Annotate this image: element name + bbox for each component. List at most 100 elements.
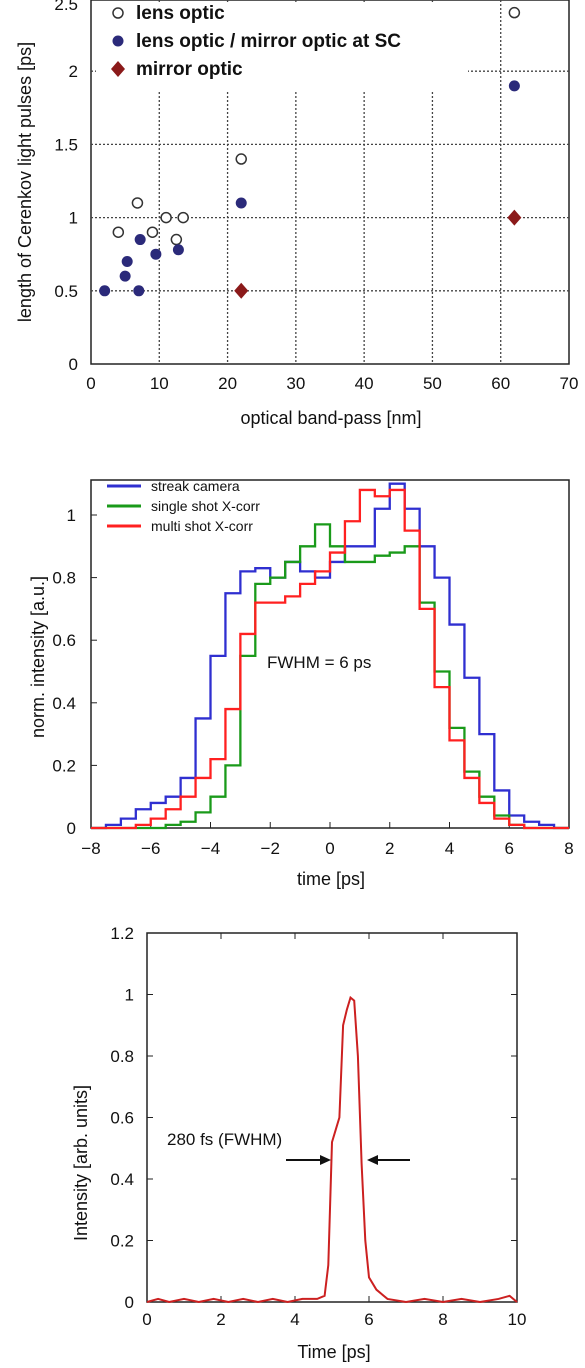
data-point-open-circle — [508, 6, 521, 19]
x-tick-label: 10 — [508, 1310, 527, 1329]
x-tick-label: 6 — [364, 1310, 373, 1329]
legend-label: lens optic / mirror optic at SC — [136, 31, 401, 52]
x-tick-label: 30 — [286, 374, 305, 393]
plot-frame — [90, 0, 570, 365]
x-axis-label: optical band-pass [nm] — [240, 408, 421, 428]
x-tick-label: 4 — [445, 839, 454, 858]
data-point-filled-circle — [508, 80, 520, 92]
legend-label: single shot X-corr — [151, 498, 260, 514]
y-tick-label: 1.5 — [54, 135, 78, 154]
fwhm-arrows — [286, 1155, 410, 1165]
x-tick-label: 50 — [423, 374, 442, 393]
data-point-open-circle — [146, 226, 159, 238]
legend-label: streak camera — [151, 478, 240, 494]
arrow-right-head — [367, 1155, 378, 1165]
series-line — [91, 482, 569, 830]
x-tick-label: 10 — [150, 374, 169, 393]
x-tick-label: 60 — [491, 374, 510, 393]
y-tick-label: 0.5 — [54, 282, 78, 301]
data-point-open-circle — [177, 211, 189, 224]
x-axis-label: time [ps] — [297, 869, 365, 889]
data-point-open-circle — [131, 197, 144, 209]
y-tick-label: 0.2 — [52, 756, 76, 775]
data-point-filled-circle — [133, 285, 145, 297]
y-tick-label: 2.5 — [54, 0, 78, 14]
x-tick-label: 0 — [325, 839, 334, 858]
data-point-open-circle — [235, 153, 247, 165]
y-tick-label: 0.4 — [110, 1170, 134, 1189]
y-tick-label: 0.2 — [110, 1232, 134, 1251]
y-tick-label: 1 — [69, 209, 78, 228]
y-tick-label: 0 — [69, 355, 78, 374]
legend: lens optic lens optic / mirror optic at S… — [96, 2, 468, 90]
data-point-filled-circle — [119, 270, 131, 282]
x-tick-label: 2 — [385, 839, 394, 858]
x-tick-label: 20 — [218, 374, 237, 393]
x-tick-label: 8 — [438, 1310, 447, 1329]
x-tick-label: 6 — [505, 839, 514, 858]
line-chart-intensity: −8 −6 −4 −2 0 2 4 6 8 0 0.2 0.4 0.6 0.8 1 streak camer… — [28, 478, 574, 889]
data-points — [99, 6, 522, 299]
tick-labels: 0 10 20 30 40 50 60 70 0 0.5 1 1.5 2 2.5 — [54, 0, 578, 393]
data-point-filled-circle — [172, 244, 184, 256]
y-axis-label: norm. intensity [a.u.] — [28, 576, 48, 738]
x-tick-label: 2 — [216, 1310, 225, 1329]
plot-frame — [146, 932, 518, 1303]
fwhm-annotation: 280 fs (FWHM) — [167, 1130, 282, 1149]
y-tick-label: 2 — [69, 62, 78, 81]
data-point-filled-circle — [134, 234, 146, 246]
arrow-left-head — [320, 1155, 331, 1165]
y-tick-label: 0 — [67, 819, 76, 838]
series-line — [91, 523, 569, 830]
fwhm-annotation: FWHM = 6 ps — [267, 653, 371, 672]
data-point-filled-circle — [121, 256, 133, 268]
tick-labels: 0 2 4 6 8 10 0 0.2 0.4 0.6 0.8 1 1.2 — [110, 924, 526, 1329]
data-point-filled-circle — [235, 197, 247, 209]
legend-marker-filled-circle — [112, 35, 124, 47]
x-tick-label: −6 — [141, 839, 160, 858]
x-tick-label: −8 — [81, 839, 100, 858]
x-tick-label: −4 — [201, 839, 220, 858]
line-chart-pulse: 0 2 4 6 8 10 0 0.2 0.4 0.6 0.8 1 1.2 280 fs (FWHM) T… — [71, 924, 526, 1362]
data-point-open-circle — [170, 233, 183, 246]
x-tick-label: 8 — [564, 839, 573, 858]
legend-label: multi shot X-corr — [151, 518, 253, 534]
data-point-diamond — [507, 209, 522, 226]
data-point-filled-circle — [99, 285, 111, 297]
series-lines — [146, 995, 518, 1304]
series-line — [91, 488, 569, 830]
x-tick-label: 0 — [142, 1310, 151, 1329]
legend-background — [96, 2, 468, 90]
x-tick-label: −2 — [261, 839, 280, 858]
x-axis-label: Time [ps] — [297, 1342, 370, 1362]
y-tick-label: 0.6 — [110, 1109, 134, 1128]
y-tick-label: 0.8 — [52, 569, 76, 588]
x-tick-label: 4 — [290, 1310, 299, 1329]
y-tick-label: 0 — [125, 1293, 134, 1312]
legend: streak camera single shot X-corr multi sho… — [107, 478, 260, 534]
legend-marker-diamond — [111, 61, 125, 77]
plot-border — [146, 932, 518, 1303]
data-point-open-circle — [112, 226, 125, 238]
legend-label: lens optic — [136, 3, 225, 24]
tick-labels: −8 −6 −4 −2 0 2 4 6 8 0 0.2 0.4 0.6 0.8 1 — [52, 506, 573, 858]
y-tick-label: 0.6 — [52, 631, 76, 650]
data-point-filled-circle — [150, 248, 162, 260]
x-tick-label: 70 — [560, 374, 579, 393]
data-point-diamond — [234, 282, 249, 299]
y-tick-label: 0.4 — [52, 694, 76, 713]
series-line — [146, 995, 518, 1304]
x-tick-label: 0 — [86, 374, 95, 393]
data-point-open-circle — [160, 211, 172, 224]
legend-label: mirror optic — [136, 59, 243, 80]
y-axis-label: length of Cerenkov light pulses [ps] — [15, 42, 35, 322]
y-tick-label: 1.2 — [110, 924, 134, 943]
y-axis-label: Intensity [arb. units] — [71, 1085, 91, 1241]
series-lines — [91, 482, 569, 830]
x-tick-label: 40 — [355, 374, 374, 393]
legend-marker-open-circle — [112, 7, 124, 19]
y-tick-label: 1 — [125, 986, 134, 1005]
y-tick-label: 0.8 — [110, 1047, 134, 1066]
y-tick-label: 1 — [67, 506, 76, 525]
